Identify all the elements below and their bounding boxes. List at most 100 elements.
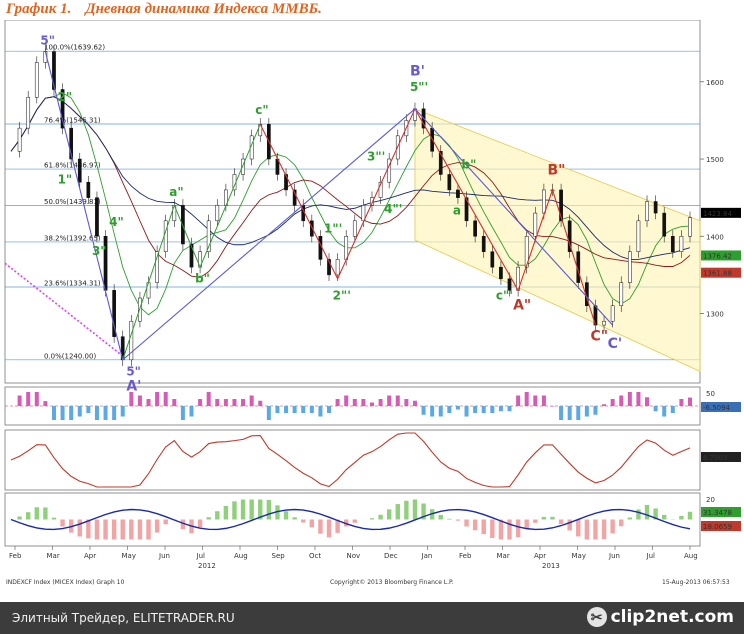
pink-trendline [4, 262, 124, 357]
price-candle [670, 236, 675, 252]
ind1-bar [51, 406, 56, 420]
title-number: График 1. [6, 1, 72, 17]
price-tag-label-2: 1361.88 [703, 270, 732, 278]
ind1-bar [180, 406, 185, 420]
ind3-area [438, 514, 443, 520]
ind3-area [94, 519, 100, 540]
x-tick-label-11: Jan [421, 552, 433, 560]
price-candle [679, 236, 684, 252]
wave-label-11: 2"' [333, 289, 351, 303]
price-candle [69, 127, 74, 160]
ind3-area [378, 514, 383, 520]
x-tick-label-16: Jun [608, 552, 620, 560]
price-candle [481, 236, 486, 252]
price-candle [155, 251, 159, 283]
y-tick-label-3: 1600 [706, 79, 724, 87]
ind1-bar [301, 406, 306, 413]
ind2-tag-bg [701, 452, 741, 462]
wave-label-17: b" [462, 157, 477, 171]
price-candle [215, 205, 220, 222]
ind1-bar [275, 406, 280, 413]
ind3-area [240, 499, 246, 520]
price-candle [524, 236, 529, 268]
ind3-area [447, 518, 452, 520]
price-candle [610, 305, 615, 322]
ind3-area [137, 519, 143, 540]
price-tag-bg-2 [701, 267, 741, 278]
wave-line-blue [44, 51, 614, 361]
ind1-bar [498, 406, 503, 412]
price-tag-label-0: 1423.84 [703, 210, 732, 218]
wave-label-7: a" [169, 185, 183, 199]
price-candle [499, 266, 503, 279]
x-tick-label-2: Apr [84, 552, 96, 560]
ind1-bar [86, 406, 91, 413]
price-candle [619, 282, 624, 307]
price-candle [309, 220, 314, 237]
ind1-bar [662, 406, 667, 417]
ind1-bar [584, 406, 589, 417]
x-tick-label-9: Nov [347, 552, 361, 560]
ind3-area [404, 500, 409, 520]
ind1-bar [473, 406, 478, 413]
ind3-area [507, 519, 512, 540]
ind1-bar [266, 406, 271, 420]
wave-label-10: 1"' [324, 221, 342, 235]
x-tick-label-17: Jul [646, 552, 656, 560]
ind3-area [25, 512, 31, 520]
ind3-area [515, 519, 521, 538]
wave-label-20: B" [547, 162, 565, 178]
ind1-bar [206, 392, 211, 406]
ind1-bar [653, 406, 658, 412]
ind3-area [34, 507, 39, 520]
y-tick-label-1: 1400 [706, 233, 724, 241]
ind3-area [481, 519, 486, 535]
wave-label-9: c" [255, 103, 268, 117]
wave-label-12: 3"' [367, 150, 385, 164]
price-candle [627, 251, 632, 283]
price-candle [129, 320, 134, 361]
ind3-area [619, 519, 624, 527]
ind1-bar [361, 399, 366, 406]
ind3-area [584, 519, 590, 540]
price-candle [206, 220, 211, 252]
ind3-area [232, 501, 237, 520]
ind3-area [326, 519, 332, 538]
y-tick-label-2: 1500 [706, 156, 724, 164]
clip2net-logo[interactable]: ✂ clip2net.com [586, 607, 734, 627]
ind3-area [266, 499, 272, 520]
ind1-bar [232, 399, 237, 406]
moving-average-20 [10, 96, 691, 260]
ind1-bar [593, 406, 598, 415]
ind1-bar [430, 406, 435, 417]
ind1-bar [344, 395, 349, 406]
price-candle [241, 158, 245, 175]
ind1-bar [292, 406, 297, 413]
chart-title: График 1. Дневная динамика Индекса ММВБ. [6, 1, 322, 18]
x-tick-label-12: Feb [459, 552, 472, 560]
footer-bar: Элитный Трейдер, ELITETRADER.RU ✂ clip2n… [0, 602, 744, 634]
ind1-bar [17, 395, 22, 406]
ind1-bar [352, 399, 357, 406]
price-candle [456, 189, 460, 198]
wave-label-19: A" [513, 298, 531, 314]
price-candle [490, 251, 495, 268]
price-candle [95, 197, 99, 237]
price-candle [688, 217, 692, 237]
ind3-area [180, 519, 186, 530]
ind1-bar [602, 404, 607, 406]
price-candle [352, 220, 357, 237]
price-candle [77, 158, 82, 183]
ind1-bar [163, 392, 168, 406]
ind1-bar [645, 397, 650, 406]
ind1-bar [26, 392, 31, 406]
x-tick-label-0: Feb [9, 552, 22, 560]
wave-label-13: 4"' [384, 202, 402, 216]
ind1-bar [146, 399, 151, 406]
ind1-bar [679, 399, 684, 406]
wave-label-21: C" [590, 329, 608, 345]
ind1-bar [137, 395, 142, 406]
ind1-bar [34, 392, 39, 406]
ind3-area [498, 519, 504, 540]
ind1-bar [490, 406, 495, 413]
